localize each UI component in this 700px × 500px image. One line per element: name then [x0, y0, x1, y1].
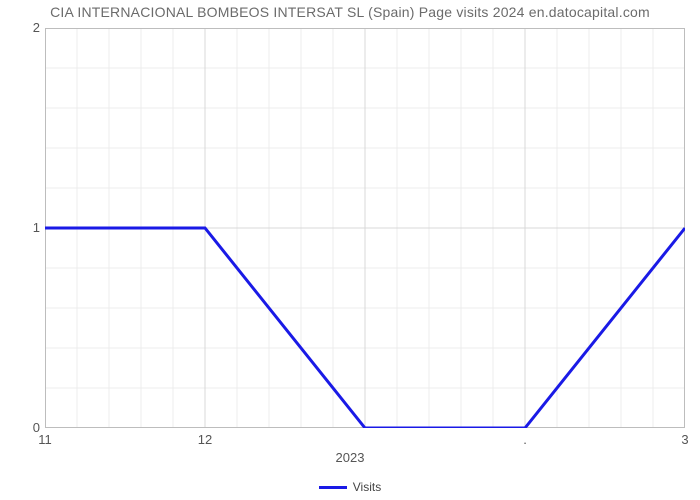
chart-container: CIA INTERNACIONAL BOMBEOS INTERSAT SL (S…: [0, 0, 700, 500]
legend-label: Visits: [353, 480, 381, 494]
x-tick-label: .: [523, 432, 527, 447]
chart-title: CIA INTERNACIONAL BOMBEOS INTERSAT SL (S…: [0, 4, 700, 20]
y-tick-label: 0: [10, 420, 40, 435]
legend-line-icon: [319, 486, 347, 489]
x-tick-label: 11: [38, 432, 52, 447]
x-axis-title: 2023: [0, 450, 700, 465]
x-tick-label: 3: [681, 432, 688, 447]
x-tick-label: 12: [198, 432, 212, 447]
legend: Visits: [0, 480, 700, 494]
y-tick-label: 1: [10, 220, 40, 235]
y-tick-label: 2: [10, 20, 40, 35]
chart-plot: [45, 28, 685, 428]
